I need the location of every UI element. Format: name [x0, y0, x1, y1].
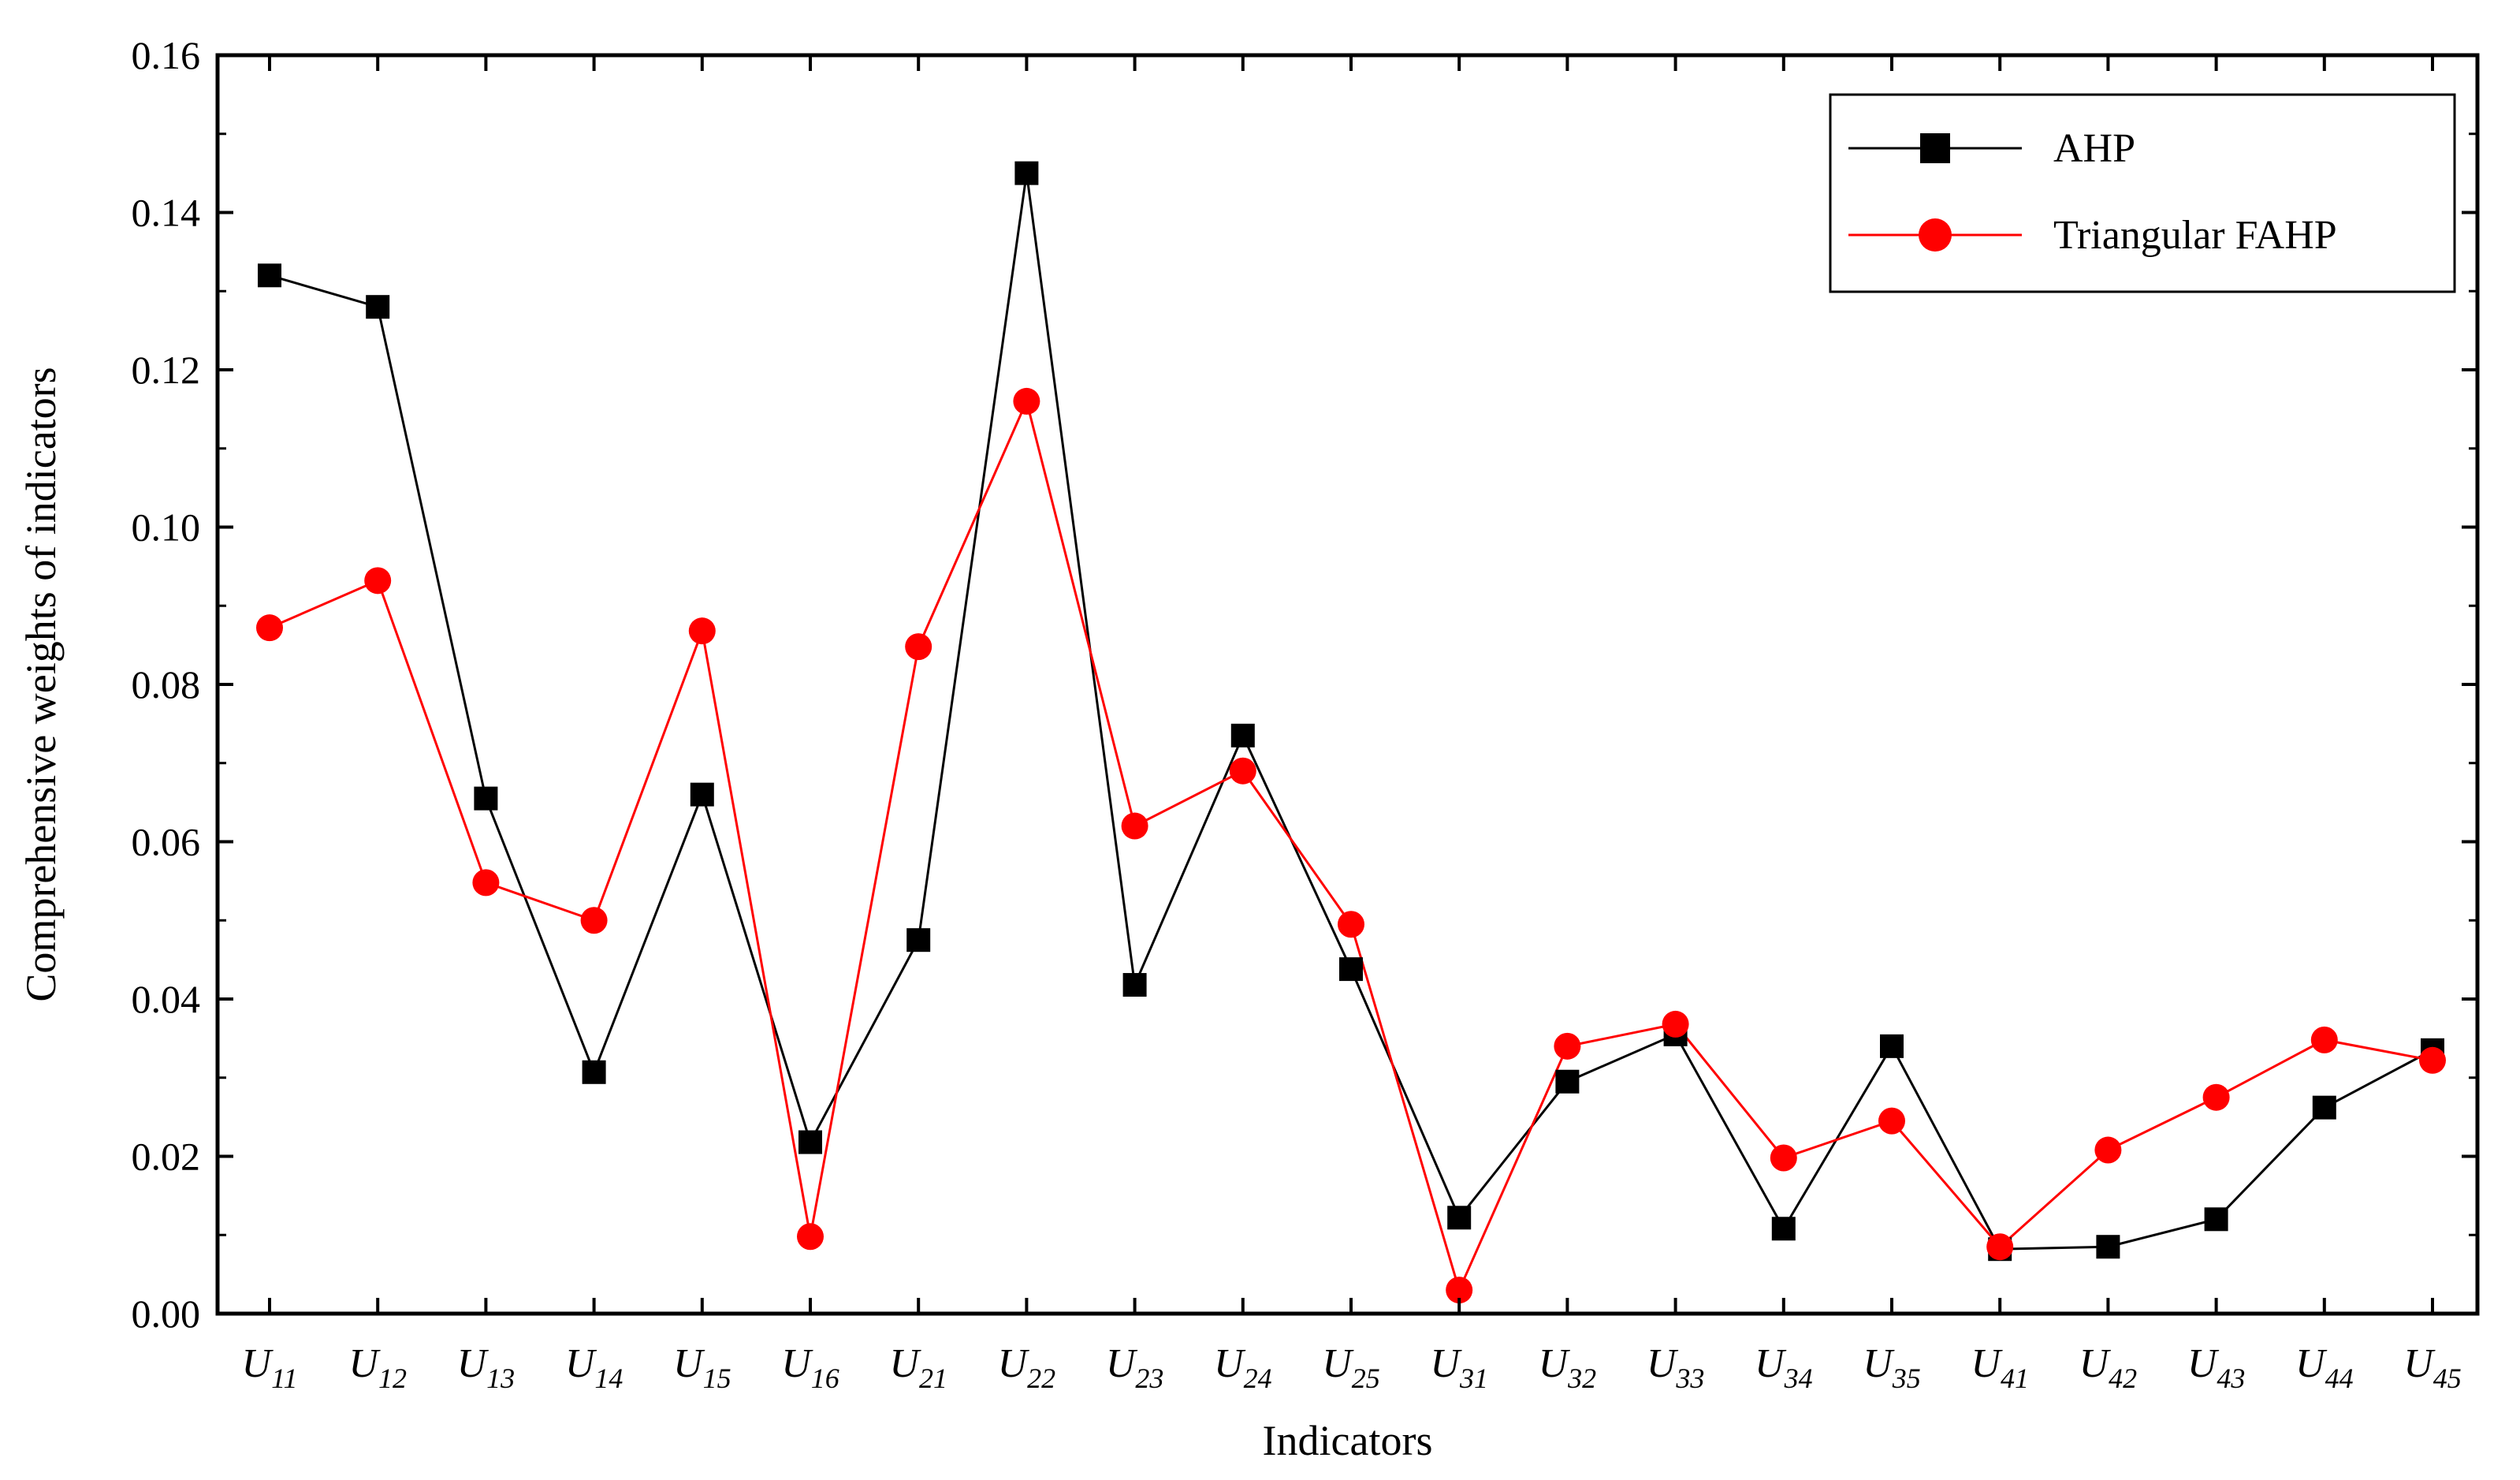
data-point-ahp — [798, 1130, 822, 1154]
data-point-triangular-fahp — [797, 1223, 824, 1251]
x-tick-label: U24 — [1214, 1341, 1272, 1394]
y-tick-label: 0.16 — [132, 33, 201, 77]
x-tick-label: U12 — [348, 1341, 407, 1394]
data-point-ahp — [366, 295, 390, 319]
x-tick-label: U23 — [1106, 1341, 1164, 1394]
data-point-ahp — [1771, 1217, 1796, 1241]
x-tick-label: U14 — [565, 1341, 623, 1394]
data-point-triangular-fahp — [905, 633, 932, 661]
data-point-triangular-fahp — [1986, 1233, 2014, 1261]
data-point-ahp — [582, 1060, 606, 1084]
data-point-ahp — [258, 263, 281, 288]
data-point-ahp — [690, 782, 714, 807]
data-point-triangular-fahp — [256, 614, 283, 642]
data-point-triangular-fahp — [1554, 1032, 1581, 1060]
data-point-triangular-fahp — [2202, 1083, 2230, 1111]
data-point-ahp — [1339, 957, 1363, 982]
x-tick-label: U43 — [2187, 1341, 2246, 1394]
data-point-ahp — [2096, 1235, 2120, 1259]
data-point-triangular-fahp — [580, 907, 608, 934]
data-point-ahp — [906, 928, 931, 952]
data-point-ahp — [1555, 1069, 1580, 1094]
data-point-triangular-fahp — [472, 869, 500, 897]
x-axis-title: Indicators — [1263, 1417, 1433, 1464]
x-tick-label: U33 — [1647, 1341, 1705, 1394]
data-point-triangular-fahp — [1338, 911, 1364, 938]
data-point-triangular-fahp — [1121, 812, 1148, 840]
data-point-ahp — [2312, 1095, 2336, 1120]
x-tick-label: U34 — [1755, 1341, 1813, 1394]
legend-box — [1829, 93, 2456, 293]
y-axis-ticks: 0.00 0.02 0.04 0.06 0.08 0.10 0.12 0.14 0.16 — [132, 33, 2477, 1336]
data-point-triangular-fahp — [1662, 1010, 1689, 1038]
data-point-triangular-fahp — [2094, 1136, 2122, 1164]
data-point-triangular-fahp — [1878, 1107, 1905, 1135]
x-tick-label: U35 — [1863, 1341, 1921, 1394]
x-tick-label: U15 — [673, 1341, 731, 1394]
x-tick-label: U31 — [1430, 1341, 1488, 1394]
x-tick-label: U32 — [1539, 1341, 1597, 1394]
legend-label-ahp: AHP — [2053, 126, 2135, 171]
x-tick-label: U45 — [2403, 1341, 2462, 1394]
x-tick-label: U13 — [457, 1341, 516, 1394]
legend-marker-triangular-fahp — [1919, 218, 1952, 252]
data-point-triangular-fahp — [1446, 1277, 1473, 1304]
y-tick-label: 0.08 — [132, 662, 201, 706]
x-tick-label: U41 — [1971, 1341, 2029, 1394]
data-point-ahp — [1122, 973, 1147, 997]
legend-marker-ahp — [1920, 133, 1950, 163]
legend: AHP Triangular FAHP — [1829, 93, 2456, 293]
x-axis-ticks: U11 U12 U13 U14 U15 U16 U21 U22 U23 U24 U25 U31 U32 U… — [242, 55, 2462, 1394]
y-axis-title: Comprehensive weights of indicators — [17, 367, 65, 1001]
y-tick-label: 0.02 — [132, 1135, 201, 1179]
data-point-triangular-fahp — [1013, 387, 1040, 415]
data-point-triangular-fahp — [1229, 757, 1256, 785]
data-point-ahp — [2204, 1207, 2228, 1232]
data-point-triangular-fahp — [688, 617, 716, 645]
data-point-ahp — [1447, 1206, 1472, 1230]
data-point-triangular-fahp — [1770, 1144, 1797, 1172]
x-tick-label: U21 — [889, 1341, 947, 1394]
legend-label-triangular-fahp: Triangular FAHP — [2053, 213, 2337, 258]
x-tick-label: U11 — [242, 1341, 298, 1394]
data-point-ahp — [1880, 1034, 1904, 1058]
y-tick-label: 0.10 — [132, 505, 201, 550]
x-tick-label: U42 — [2079, 1341, 2138, 1394]
y-tick-label: 0.12 — [132, 348, 201, 392]
plot-markers — [256, 161, 2446, 1304]
data-point-triangular-fahp — [364, 567, 392, 595]
data-point-ahp — [1014, 161, 1039, 185]
x-tick-label: U22 — [998, 1341, 1056, 1394]
x-tick-label: U44 — [2295, 1341, 2354, 1394]
x-tick-label: U25 — [1322, 1341, 1380, 1394]
data-point-triangular-fahp — [2310, 1026, 2338, 1053]
x-tick-label: U16 — [781, 1341, 839, 1394]
data-point-ahp — [474, 786, 498, 811]
data-point-ahp — [1230, 723, 1255, 747]
y-tick-label: 0.00 — [132, 1292, 201, 1336]
y-tick-label: 0.06 — [132, 820, 201, 864]
y-tick-label: 0.14 — [132, 191, 201, 235]
data-point-triangular-fahp — [2419, 1046, 2446, 1074]
y-tick-label: 0.04 — [132, 977, 201, 1021]
